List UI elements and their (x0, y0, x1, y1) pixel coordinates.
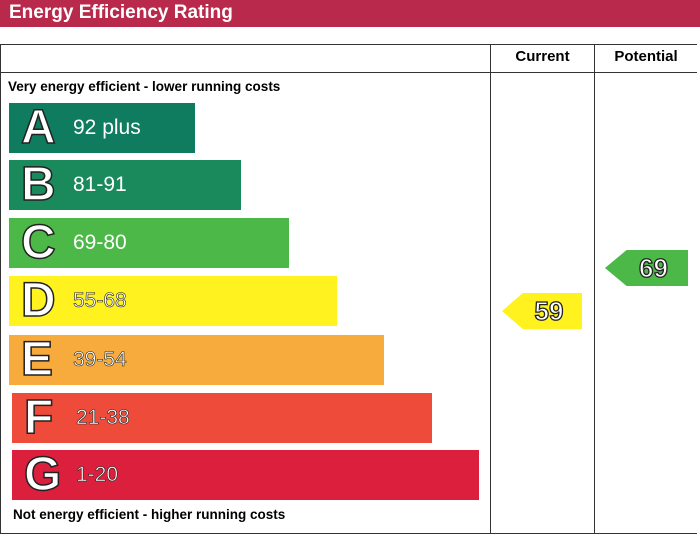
current-column-header: Current (515, 48, 570, 65)
band-range: 21-38 (76, 406, 130, 430)
band-c: C 69-80 (9, 216, 289, 269)
band-d: D 55-68 (9, 274, 337, 327)
band-range: 39-54 (73, 348, 127, 372)
band-b: B 81-91 (9, 158, 241, 211)
bottom-note: Not energy efficient - higher running co… (13, 507, 286, 522)
current-rating-value: 59 (534, 295, 564, 326)
band-range: 1-20 (76, 463, 119, 487)
band-a: A 92 plus (9, 101, 195, 154)
band-e: E 39-54 (9, 333, 384, 386)
band-letter: F (23, 391, 54, 444)
band-range: 55-68 (73, 289, 127, 313)
top-note: Very energy efficient - lower running co… (8, 79, 281, 94)
band-f: F 21-38 (12, 391, 432, 444)
band-g: G 1-20 (12, 448, 479, 501)
band-range: 92 plus (73, 116, 141, 139)
column-divider (490, 44, 491, 534)
page-title: Energy Efficiency Rating (0, 0, 700, 27)
column-divider (594, 44, 595, 534)
band-letter: G (23, 448, 62, 501)
band-letter: A (20, 101, 56, 154)
band-letter: C (20, 216, 56, 269)
band-range: 69-80 (73, 231, 127, 254)
band-letter: D (20, 274, 56, 327)
band-letter: E (20, 333, 54, 386)
band-letter: B (20, 158, 56, 211)
potential-column-header: Potential (614, 48, 678, 65)
band-range: 81-91 (73, 173, 127, 196)
potential-rating-value: 69 (638, 252, 668, 283)
header-divider (0, 72, 697, 73)
